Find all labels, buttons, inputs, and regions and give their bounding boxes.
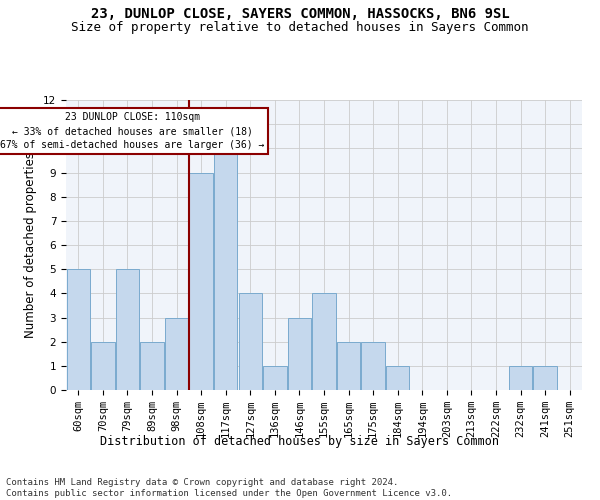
Text: 23 DUNLOP CLOSE: 110sqm
← 33% of detached houses are smaller (18)
67% of semi-de: 23 DUNLOP CLOSE: 110sqm ← 33% of detache… [0, 112, 265, 150]
Bar [386, 366, 409, 390]
Bar [337, 342, 360, 390]
Bar [140, 342, 164, 390]
Text: Size of property relative to detached houses in Sayers Common: Size of property relative to detached ho… [71, 21, 529, 34]
Bar [263, 366, 287, 390]
Bar [165, 318, 188, 390]
Bar [313, 294, 335, 390]
Bar [91, 342, 115, 390]
Bar [190, 172, 213, 390]
Bar [509, 366, 532, 390]
Bar [288, 318, 311, 390]
Bar [533, 366, 557, 390]
Bar [239, 294, 262, 390]
Text: Contains HM Land Registry data © Crown copyright and database right 2024.
Contai: Contains HM Land Registry data © Crown c… [6, 478, 452, 498]
Bar [116, 269, 139, 390]
Text: Distribution of detached houses by size in Sayers Common: Distribution of detached houses by size … [101, 435, 499, 448]
Bar [214, 148, 238, 390]
Y-axis label: Number of detached properties: Number of detached properties [25, 152, 37, 338]
Bar [67, 269, 90, 390]
Bar [361, 342, 385, 390]
Text: 23, DUNLOP CLOSE, SAYERS COMMON, HASSOCKS, BN6 9SL: 23, DUNLOP CLOSE, SAYERS COMMON, HASSOCK… [91, 8, 509, 22]
